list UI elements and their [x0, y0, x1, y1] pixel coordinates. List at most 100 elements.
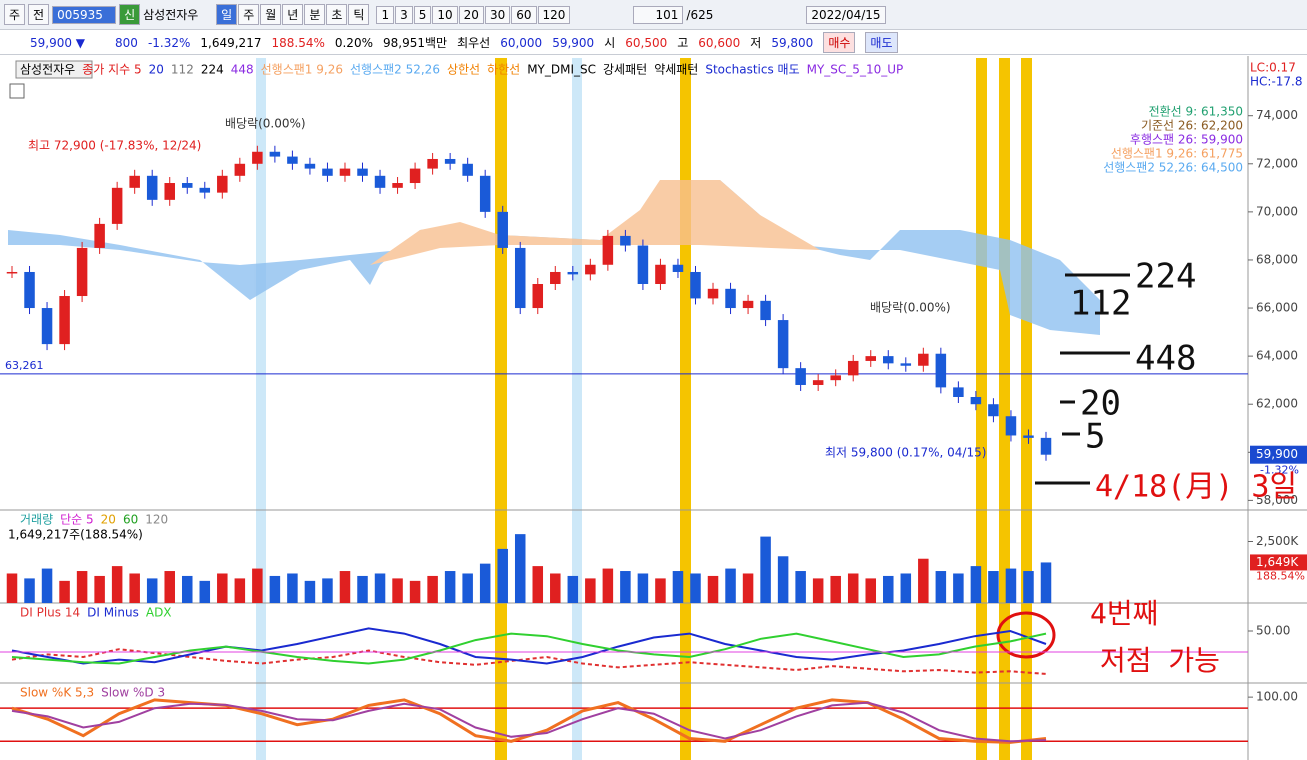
- interval-button[interactable]: 120: [537, 5, 571, 24]
- compare[interactable]: 전: [28, 4, 50, 25]
- period[interactable]: 주: [4, 4, 26, 25]
- legend-item: 단순 5: [60, 513, 94, 527]
- last-volume-box: [1250, 554, 1307, 571]
- y-tick-label: 66,000: [1256, 301, 1298, 315]
- candle: [41, 308, 53, 345]
- interval-button[interactable]: 60: [511, 5, 537, 24]
- code[interactable]: 005935: [52, 5, 117, 24]
- candle: [567, 271, 579, 275]
- candle: [304, 163, 316, 169]
- interval-button[interactable]: 1: [376, 5, 395, 24]
- legend-item: 선행스팬1 9,26: [261, 62, 343, 77]
- legend-item: Slow %K 5,3: [20, 686, 94, 700]
- volume-rate: 188.54%: [271, 35, 325, 50]
- legend-item: 약세패턴: [654, 62, 698, 77]
- candle: [637, 245, 649, 284]
- signal-bands: [256, 58, 1032, 760]
- amount: 98,951백만: [382, 36, 448, 50]
- table-icon[interactable]: [9, 83, 25, 99]
- last-volume: 1,649K: [1256, 555, 1299, 569]
- volume-bar: [620, 571, 631, 603]
- volume-bar: [1005, 568, 1017, 603]
- candle: [830, 375, 841, 381]
- handwriting: 4/18(月) 3일: [1095, 470, 1297, 505]
- open-label: 시: [604, 36, 616, 50]
- volume-bar: [777, 556, 789, 603]
- badge: 신: [119, 4, 141, 25]
- volume-bar: [164, 571, 175, 603]
- candle: [392, 183, 403, 188]
- volume-bar: [497, 548, 508, 603]
- count[interactable]: 101: [633, 5, 684, 24]
- last-rate: -1.32%: [1260, 464, 1299, 477]
- circle-mark: [996, 611, 1056, 659]
- high: 60,600: [698, 35, 741, 50]
- period-button[interactable]: 월: [260, 4, 282, 25]
- candle: [655, 264, 666, 284]
- candle: [532, 284, 544, 309]
- candle: [269, 151, 281, 157]
- volume-bar: [918, 558, 929, 603]
- candle: [672, 264, 684, 272]
- interval-button[interactable]: 10: [432, 5, 458, 24]
- legend-item: 224: [201, 63, 224, 77]
- sell-button[interactable]: 매도: [865, 32, 898, 53]
- candle: [24, 271, 35, 309]
- intervals: 1 3 5 10 20 30 60 120: [376, 5, 571, 24]
- ask: 60,000: [500, 35, 543, 50]
- volume-bar: [532, 566, 544, 603]
- best-label: 최우선: [457, 36, 491, 50]
- candle: [409, 168, 421, 184]
- ichimoku-value: 기준선 26: 62,200: [1141, 119, 1243, 133]
- candle: [847, 360, 859, 376]
- volume-bar: [1023, 571, 1034, 603]
- interval-button[interactable]: 30: [484, 5, 511, 24]
- candle: [1040, 437, 1052, 455]
- date[interactable]: 2022/04/15: [806, 5, 886, 24]
- series-line: [11, 701, 1047, 743]
- volume: 1,649,217: [200, 35, 262, 50]
- candle: [181, 183, 193, 188]
- volume-bar: [322, 578, 333, 603]
- period-button[interactable]: 주: [238, 4, 260, 25]
- volume-bar: [427, 575, 438, 603]
- candle: [357, 168, 368, 176]
- volume-bar: [655, 578, 666, 603]
- cloud: [8, 180, 1100, 335]
- volume-bar: [462, 573, 473, 603]
- volume-bar: [252, 568, 263, 603]
- volume-bar: [953, 573, 964, 603]
- period-button[interactable]: 분: [304, 4, 326, 25]
- volume-bar: [1040, 562, 1052, 603]
- period-button[interactable]: 년: [282, 4, 304, 25]
- buy-button[interactable]: 매수: [823, 32, 856, 53]
- ichimoku-value: 선행스팬2 52,26: 64,500: [1103, 160, 1243, 175]
- ichimoku-value: 선행스팬1 9,26: 61,775: [1111, 146, 1243, 161]
- legend-item: DI Plus 14: [20, 606, 80, 620]
- candle: [234, 163, 246, 176]
- candle: [953, 387, 964, 397]
- total: /625: [686, 7, 714, 22]
- volume-info: 1,649,217주(188.54%): [8, 528, 143, 542]
- legend-name-box: [15, 60, 93, 79]
- interval-button[interactable]: 5: [413, 5, 432, 24]
- candle: [602, 235, 614, 265]
- volume-bar: [181, 575, 193, 603]
- interval-button[interactable]: 3: [395, 5, 413, 24]
- hand-lines: [1035, 273, 1130, 485]
- volume-bar: [830, 575, 841, 603]
- period-button[interactable]: 초: [326, 4, 348, 25]
- period-button[interactable]: 일: [216, 4, 238, 25]
- y-tick-label: 50.00: [1256, 624, 1290, 638]
- interval-button[interactable]: 20: [458, 5, 484, 24]
- candle: [76, 247, 88, 297]
- candle: [59, 296, 70, 345]
- legend-item: 20: [101, 513, 116, 527]
- legend-item: 강세패턴: [603, 63, 647, 77]
- period-button[interactable]: 틱: [348, 4, 370, 25]
- candle: [444, 158, 456, 164]
- legend-item: 거래량: [20, 513, 53, 527]
- volume-bar: [287, 573, 298, 603]
- handwriting: 112: [1070, 284, 1131, 324]
